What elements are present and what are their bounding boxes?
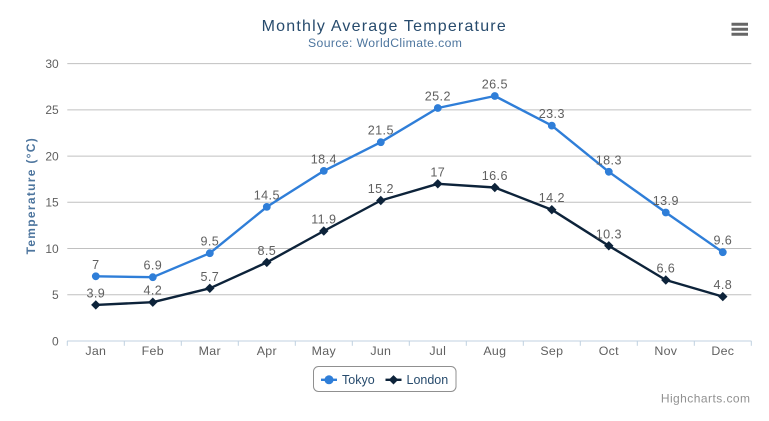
svg-text:8.5: 8.5 <box>257 244 276 258</box>
svg-text:10: 10 <box>45 242 59 256</box>
svg-text:7: 7 <box>92 258 99 272</box>
svg-text:15: 15 <box>45 196 59 210</box>
svg-text:Monthly Average Temperature: Monthly Average Temperature <box>262 18 507 35</box>
svg-text:20: 20 <box>45 149 59 163</box>
svg-text:Apr: Apr <box>257 344 277 358</box>
svg-text:9.5: 9.5 <box>200 235 219 249</box>
svg-text:15.2: 15.2 <box>368 182 394 196</box>
svg-text:18.4: 18.4 <box>311 152 337 166</box>
svg-text:May: May <box>312 344 337 358</box>
svg-text:23.3: 23.3 <box>539 107 565 121</box>
svg-text:13.9: 13.9 <box>653 194 679 208</box>
svg-text:Sep: Sep <box>540 344 563 358</box>
svg-text:5.7: 5.7 <box>200 270 219 284</box>
svg-text:11.9: 11.9 <box>311 213 336 227</box>
svg-text:Jul: Jul <box>429 344 446 358</box>
svg-text:Jun: Jun <box>370 344 391 358</box>
svg-text:Oct: Oct <box>599 344 619 358</box>
svg-text:10.3: 10.3 <box>596 227 622 241</box>
svg-text:Mar: Mar <box>199 344 221 358</box>
svg-text:21.5: 21.5 <box>368 124 394 138</box>
svg-text:14.5: 14.5 <box>254 188 280 202</box>
svg-text:Source: WorldClimate.com: Source: WorldClimate.com <box>308 36 462 50</box>
svg-text:14.2: 14.2 <box>539 191 565 205</box>
svg-text:6.9: 6.9 <box>143 259 162 273</box>
svg-text:Temperature (°C): Temperature (°C) <box>24 137 38 254</box>
svg-text:Highcharts.com: Highcharts.com <box>661 391 751 405</box>
svg-text:Tokyo: Tokyo <box>342 373 375 387</box>
svg-text:4.8: 4.8 <box>713 278 732 292</box>
svg-text:30: 30 <box>45 57 59 71</box>
svg-text:Aug: Aug <box>483 344 506 358</box>
svg-text:0: 0 <box>52 334 59 348</box>
svg-text:25.2: 25.2 <box>425 90 451 104</box>
svg-text:26.5: 26.5 <box>482 78 508 92</box>
svg-text:Feb: Feb <box>142 344 164 358</box>
svg-text:3.9: 3.9 <box>86 286 105 300</box>
svg-text:16.6: 16.6 <box>482 169 508 183</box>
svg-text:5: 5 <box>52 288 59 302</box>
svg-text:Dec: Dec <box>711 344 734 358</box>
svg-text:25: 25 <box>45 103 59 117</box>
svg-text:4.2: 4.2 <box>143 284 162 298</box>
svg-text:6.6: 6.6 <box>656 262 675 276</box>
svg-text:9.6: 9.6 <box>713 234 732 248</box>
svg-text:London: London <box>407 373 449 387</box>
svg-text:17: 17 <box>430 165 445 179</box>
svg-text:Nov: Nov <box>654 344 677 358</box>
svg-text:18.3: 18.3 <box>596 153 622 167</box>
svg-text:Jan: Jan <box>85 344 106 358</box>
